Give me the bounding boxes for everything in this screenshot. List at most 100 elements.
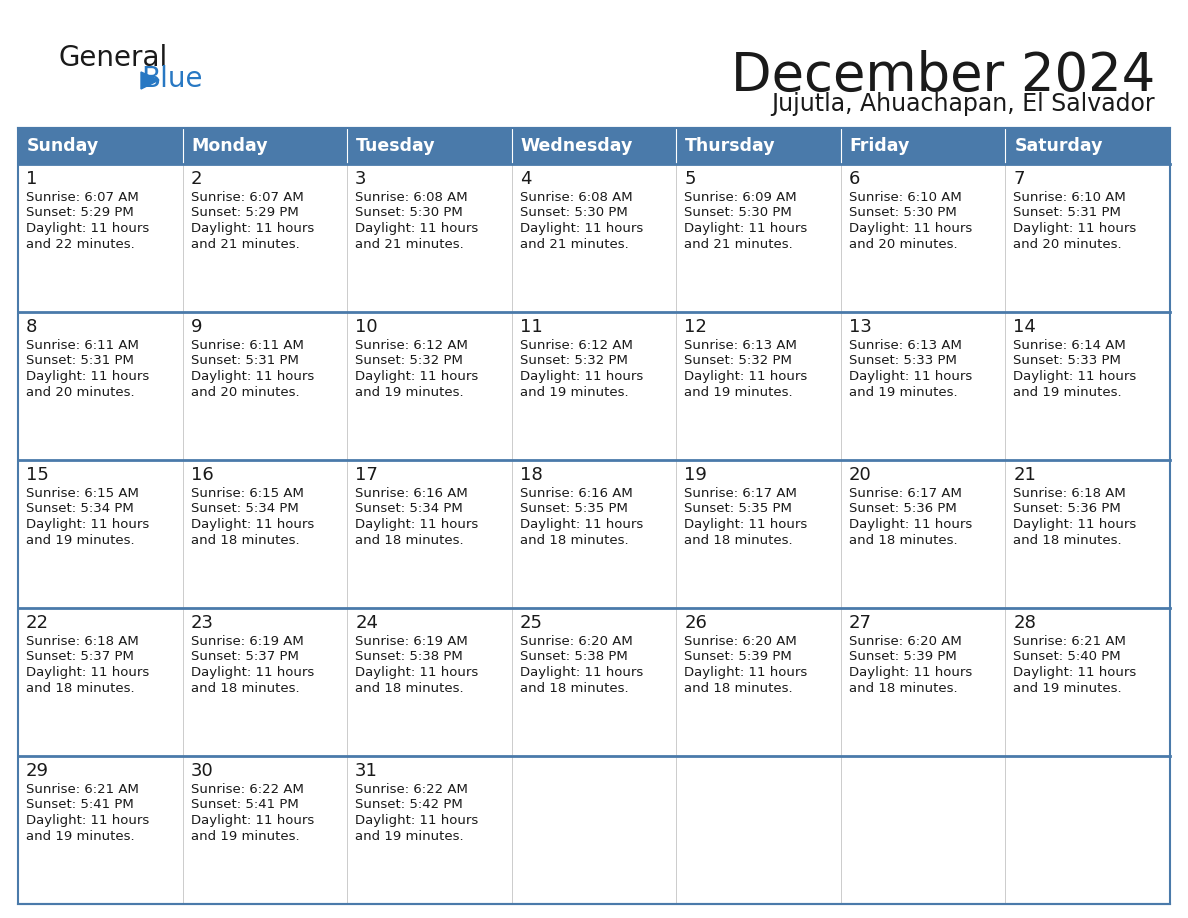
Text: Daylight: 11 hours: Daylight: 11 hours [1013, 222, 1137, 235]
Text: 17: 17 [355, 466, 378, 484]
Bar [183, 312, 347, 460]
Text: Daylight: 11 hours: Daylight: 11 hours [190, 222, 314, 235]
Bar [183, 164, 347, 312]
Text: Sunset: 5:34 PM: Sunset: 5:34 PM [26, 502, 134, 516]
Text: 2: 2 [190, 170, 202, 188]
Bar [347, 756, 512, 904]
Text: Daylight: 11 hours: Daylight: 11 hours [26, 222, 150, 235]
Text: Sunset: 5:31 PM: Sunset: 5:31 PM [190, 354, 298, 367]
Text: Sunrise: 6:17 AM: Sunrise: 6:17 AM [684, 487, 797, 500]
Text: Daylight: 11 hours: Daylight: 11 hours [1013, 666, 1137, 679]
Text: 16: 16 [190, 466, 214, 484]
Text: December 2024: December 2024 [731, 50, 1155, 102]
Bar [1005, 312, 1170, 460]
Bar [347, 312, 512, 460]
Text: Daylight: 11 hours: Daylight: 11 hours [26, 370, 150, 383]
Text: and 18 minutes.: and 18 minutes. [519, 681, 628, 695]
Text: Daylight: 11 hours: Daylight: 11 hours [519, 518, 643, 531]
Bar [512, 608, 676, 756]
Text: Sunrise: 6:10 AM: Sunrise: 6:10 AM [849, 191, 961, 204]
Bar [347, 164, 512, 312]
Bar [676, 128, 841, 164]
Text: Sunset: 5:35 PM: Sunset: 5:35 PM [519, 502, 627, 516]
Text: 26: 26 [684, 614, 707, 632]
Bar [18, 756, 183, 904]
Text: Daylight: 11 hours: Daylight: 11 hours [849, 370, 972, 383]
Text: and 19 minutes.: and 19 minutes. [26, 533, 134, 546]
Text: and 18 minutes.: and 18 minutes. [849, 533, 958, 546]
Text: General: General [58, 44, 168, 72]
Text: Daylight: 11 hours: Daylight: 11 hours [355, 666, 479, 679]
Bar [676, 460, 841, 608]
Text: Sunset: 5:33 PM: Sunset: 5:33 PM [849, 354, 956, 367]
Text: Daylight: 11 hours: Daylight: 11 hours [519, 222, 643, 235]
Text: 25: 25 [519, 614, 543, 632]
Text: Daylight: 11 hours: Daylight: 11 hours [849, 222, 972, 235]
Text: Sunrise: 6:15 AM: Sunrise: 6:15 AM [26, 487, 139, 500]
Text: and 21 minutes.: and 21 minutes. [355, 238, 463, 251]
Text: 10: 10 [355, 318, 378, 336]
Bar [1005, 164, 1170, 312]
Text: Daylight: 11 hours: Daylight: 11 hours [684, 222, 808, 235]
Text: Daylight: 11 hours: Daylight: 11 hours [684, 518, 808, 531]
Text: Sunset: 5:33 PM: Sunset: 5:33 PM [1013, 354, 1121, 367]
Bar [676, 164, 841, 312]
Text: Daylight: 11 hours: Daylight: 11 hours [519, 666, 643, 679]
Text: and 21 minutes.: and 21 minutes. [519, 238, 628, 251]
Text: Sunset: 5:37 PM: Sunset: 5:37 PM [26, 651, 134, 664]
Text: Sunrise: 6:08 AM: Sunrise: 6:08 AM [355, 191, 468, 204]
Text: Sunset: 5:40 PM: Sunset: 5:40 PM [1013, 651, 1121, 664]
Text: 8: 8 [26, 318, 37, 336]
Text: Sunset: 5:35 PM: Sunset: 5:35 PM [684, 502, 792, 516]
Text: Sunrise: 6:21 AM: Sunrise: 6:21 AM [26, 783, 139, 796]
Text: Sunrise: 6:13 AM: Sunrise: 6:13 AM [684, 339, 797, 352]
Text: Sunrise: 6:07 AM: Sunrise: 6:07 AM [26, 191, 139, 204]
Bar [18, 608, 183, 756]
Text: and 19 minutes.: and 19 minutes. [26, 830, 134, 843]
Text: 30: 30 [190, 762, 214, 780]
Text: Friday: Friday [849, 137, 910, 155]
Text: Sunrise: 6:08 AM: Sunrise: 6:08 AM [519, 191, 632, 204]
Text: Sunset: 5:41 PM: Sunset: 5:41 PM [190, 799, 298, 812]
Text: 31: 31 [355, 762, 378, 780]
Bar [512, 128, 676, 164]
Text: and 20 minutes.: and 20 minutes. [190, 386, 299, 398]
Text: 12: 12 [684, 318, 707, 336]
Bar [841, 608, 1005, 756]
Bar [1005, 460, 1170, 608]
Text: 29: 29 [26, 762, 49, 780]
Text: and 21 minutes.: and 21 minutes. [684, 238, 794, 251]
Bar [841, 128, 1005, 164]
Text: Sunday: Sunday [27, 137, 100, 155]
Text: Blue: Blue [141, 65, 202, 93]
Bar [512, 312, 676, 460]
Bar [183, 128, 347, 164]
Text: Thursday: Thursday [685, 137, 776, 155]
Text: Sunrise: 6:22 AM: Sunrise: 6:22 AM [355, 783, 468, 796]
Text: and 20 minutes.: and 20 minutes. [849, 238, 958, 251]
Text: Sunrise: 6:16 AM: Sunrise: 6:16 AM [519, 487, 632, 500]
Text: Sunset: 5:32 PM: Sunset: 5:32 PM [519, 354, 627, 367]
Text: 28: 28 [1013, 614, 1036, 632]
Text: Daylight: 11 hours: Daylight: 11 hours [684, 666, 808, 679]
Text: Sunset: 5:36 PM: Sunset: 5:36 PM [849, 502, 956, 516]
Text: Sunrise: 6:13 AM: Sunrise: 6:13 AM [849, 339, 962, 352]
Text: and 18 minutes.: and 18 minutes. [519, 533, 628, 546]
Text: Sunrise: 6:18 AM: Sunrise: 6:18 AM [26, 635, 139, 648]
Bar [347, 128, 512, 164]
Text: Sunrise: 6:11 AM: Sunrise: 6:11 AM [190, 339, 303, 352]
Text: and 18 minutes.: and 18 minutes. [190, 681, 299, 695]
Text: Sunset: 5:30 PM: Sunset: 5:30 PM [355, 207, 463, 219]
Bar [18, 128, 183, 164]
Text: 22: 22 [26, 614, 49, 632]
Text: Sunrise: 6:17 AM: Sunrise: 6:17 AM [849, 487, 962, 500]
Text: and 19 minutes.: and 19 minutes. [1013, 681, 1121, 695]
Text: Sunrise: 6:19 AM: Sunrise: 6:19 AM [190, 635, 303, 648]
Text: Daylight: 11 hours: Daylight: 11 hours [26, 814, 150, 827]
Bar [841, 312, 1005, 460]
Text: Sunset: 5:31 PM: Sunset: 5:31 PM [1013, 207, 1121, 219]
Text: and 18 minutes.: and 18 minutes. [190, 533, 299, 546]
Text: Daylight: 11 hours: Daylight: 11 hours [190, 814, 314, 827]
Text: and 18 minutes.: and 18 minutes. [849, 681, 958, 695]
Text: Sunset: 5:29 PM: Sunset: 5:29 PM [190, 207, 298, 219]
